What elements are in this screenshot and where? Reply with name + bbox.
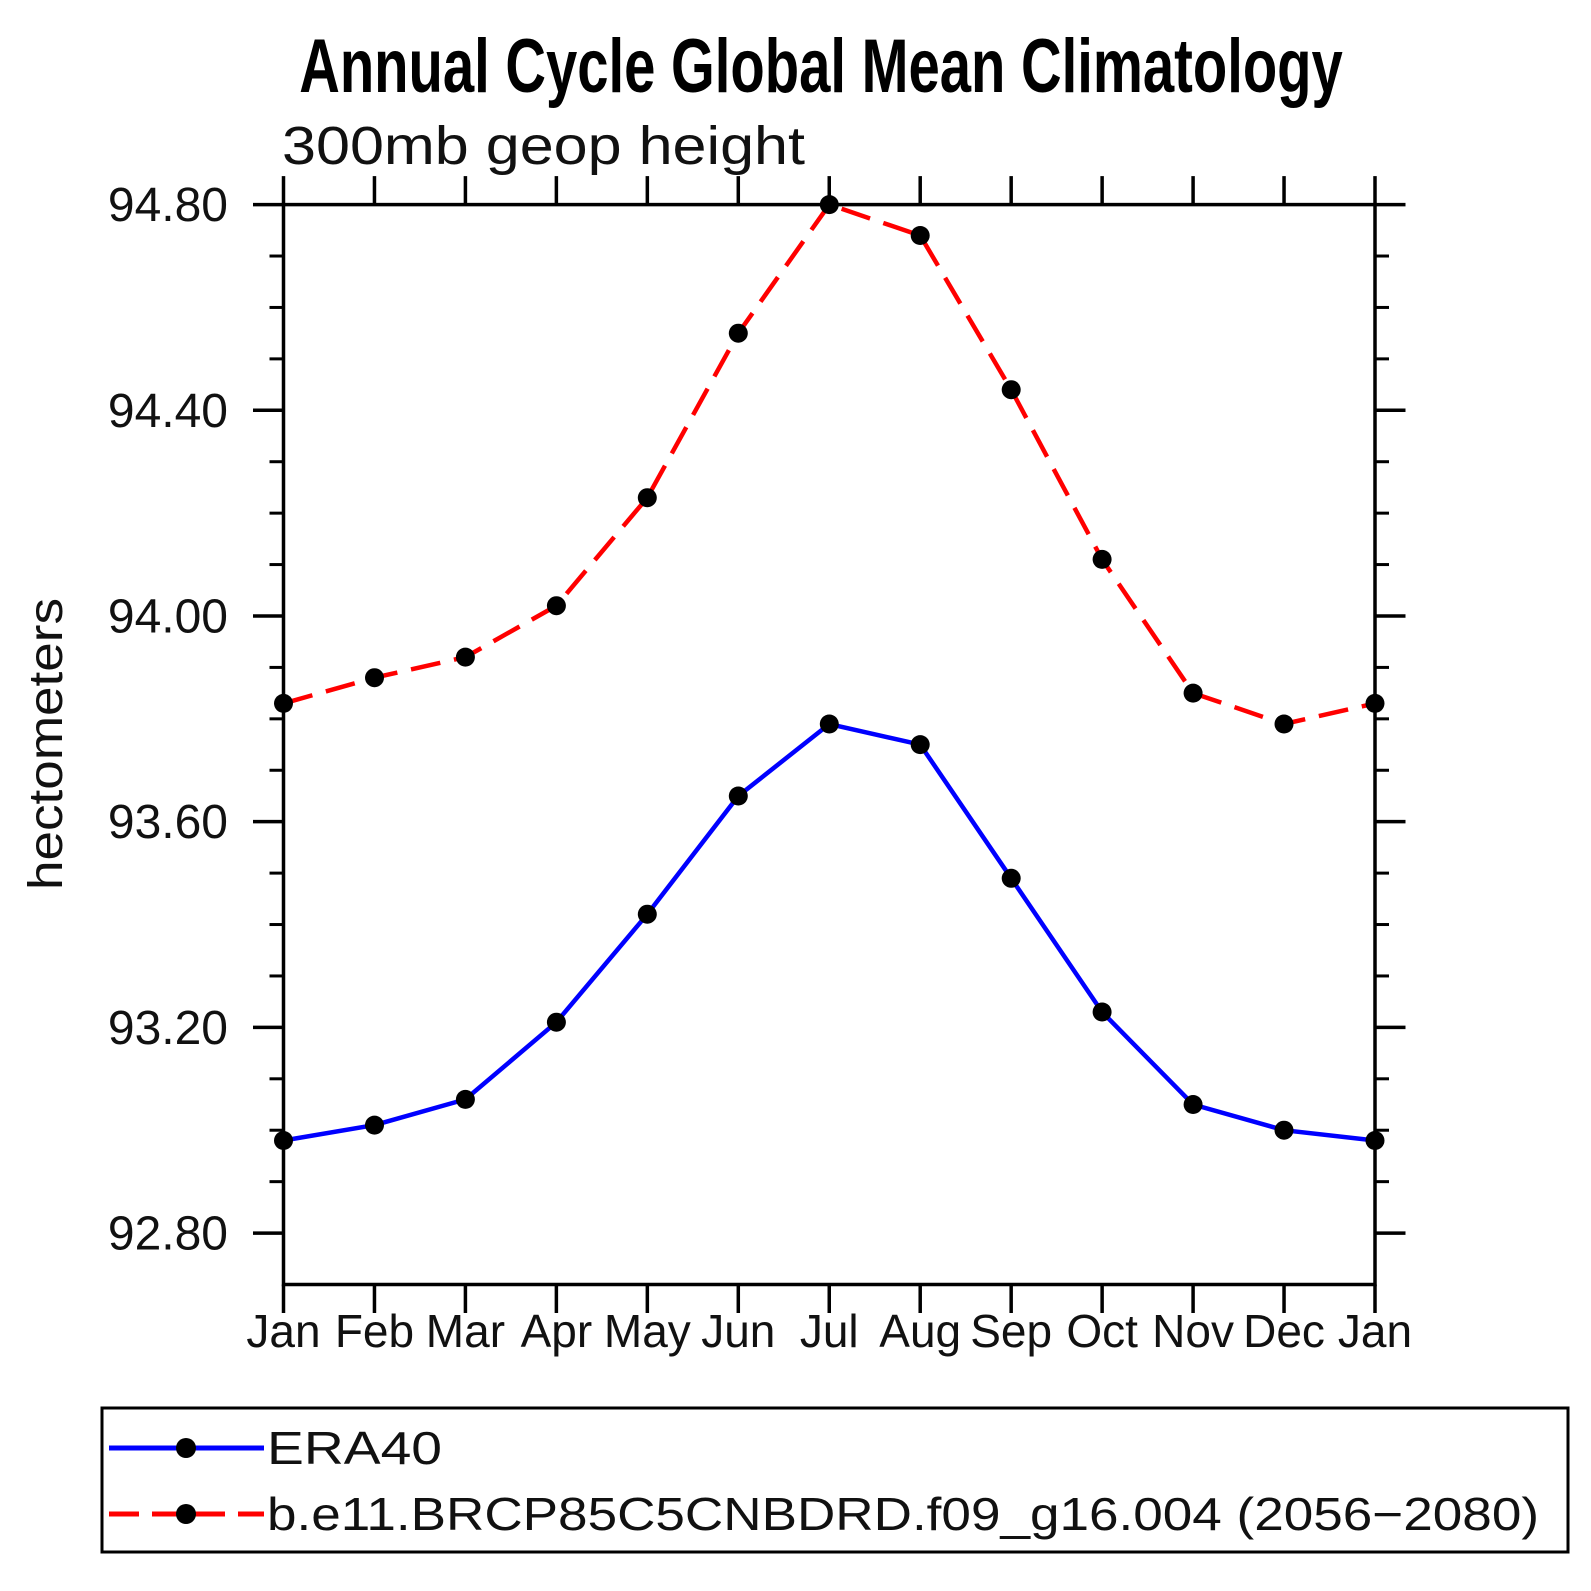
x-tick-label: Dec	[1243, 1305, 1325, 1357]
data-point-marker	[728, 786, 748, 806]
data-point-marker	[819, 714, 839, 734]
data-point-marker	[1001, 380, 1021, 400]
data-point-marker	[274, 1131, 293, 1150]
data-point-marker	[546, 596, 566, 616]
x-tick-label: Apr	[521, 1305, 593, 1357]
data-point-marker	[365, 668, 384, 688]
data-point-marker	[455, 647, 475, 667]
legend: ERA40 b.e11.BRCP85C5CNBDRD.f09_g16.004 (…	[100, 1406, 1570, 1554]
data-point-marker	[1092, 1002, 1112, 1022]
data-series	[274, 195, 1385, 1150]
axis-ticks	[253, 176, 1406, 1313]
x-tick-label: Jan	[1338, 1305, 1412, 1357]
x-tick-label: Oct	[1066, 1305, 1138, 1357]
x-tick-label: Nov	[1152, 1305, 1234, 1357]
data-point-marker	[1092, 549, 1112, 569]
chart-title: Annual Cycle Global Mean Climatology	[299, 24, 1343, 109]
plot-frame	[281, 202, 1377, 1287]
chart-subtitle: 300mb geop height	[282, 116, 805, 176]
legend-entry-era40: ERA40	[109, 1422, 442, 1474]
data-point-marker	[1183, 1095, 1203, 1114]
data-point-marker	[1365, 693, 1385, 713]
y-tick-label: 92.80	[108, 1208, 228, 1261]
x-tick-label: Sep	[970, 1305, 1052, 1357]
x-tick-label: Aug	[879, 1305, 961, 1357]
data-point-marker	[637, 904, 657, 924]
x-tick-labels: Jan Feb Mar Apr May Jun Jul Aug Sep Oct Nov Dec Jan	[246, 1305, 1412, 1357]
series-line-era40	[283, 721, 1376, 1143]
x-tick-label: May	[604, 1305, 691, 1357]
y-tick-label: 94.40	[108, 385, 228, 438]
x-tick-label: Jun	[701, 1305, 775, 1357]
x-tick-label: Jan	[246, 1305, 320, 1357]
y-tick-label: 93.60	[108, 796, 228, 849]
data-point-marker	[637, 488, 657, 508]
legend-label-era40: ERA40	[267, 1422, 442, 1474]
data-point-marker	[455, 1089, 475, 1109]
data-point-marker	[728, 323, 748, 343]
y-tick-label: 94.80	[108, 179, 228, 232]
data-point-marker	[1274, 1120, 1294, 1140]
frame-rect	[281, 202, 1377, 1287]
legend-entry-model: b.e11.BRCP85C5CNBDRD.f09_g16.004 (2056−2…	[109, 1488, 1539, 1540]
data-point-marker	[365, 1115, 384, 1135]
data-point-marker	[1183, 683, 1203, 703]
x-tick-label: Jul	[800, 1305, 859, 1357]
y-tick-label: 94.00	[108, 590, 228, 643]
data-point-marker	[1274, 714, 1294, 734]
data-point-marker	[910, 226, 930, 245]
data-point-marker	[910, 735, 930, 755]
data-point-marker	[1365, 1131, 1385, 1150]
data-point-marker	[1001, 868, 1021, 888]
data-point-marker	[274, 693, 293, 713]
x-tick-label: Feb	[335, 1305, 414, 1357]
legend-marker-circle	[176, 1504, 196, 1524]
legend-marker-circle	[176, 1438, 196, 1458]
legend-label-model: b.e11.BRCP85C5CNBDRD.f09_g16.004 (2056−2…	[267, 1488, 1539, 1540]
series-line-model	[282, 201, 1376, 727]
legend-box	[100, 1406, 1570, 1554]
x-tick-label: Mar	[426, 1305, 505, 1357]
y-axis-title: hectometers	[20, 598, 73, 890]
data-point-marker	[546, 1012, 566, 1032]
data-point-marker	[819, 195, 839, 215]
y-tick-labels: 94.80 94.40 94.00 93.60 93.20 92.80	[108, 179, 228, 1260]
y-tick-label: 93.20	[108, 1002, 228, 1055]
